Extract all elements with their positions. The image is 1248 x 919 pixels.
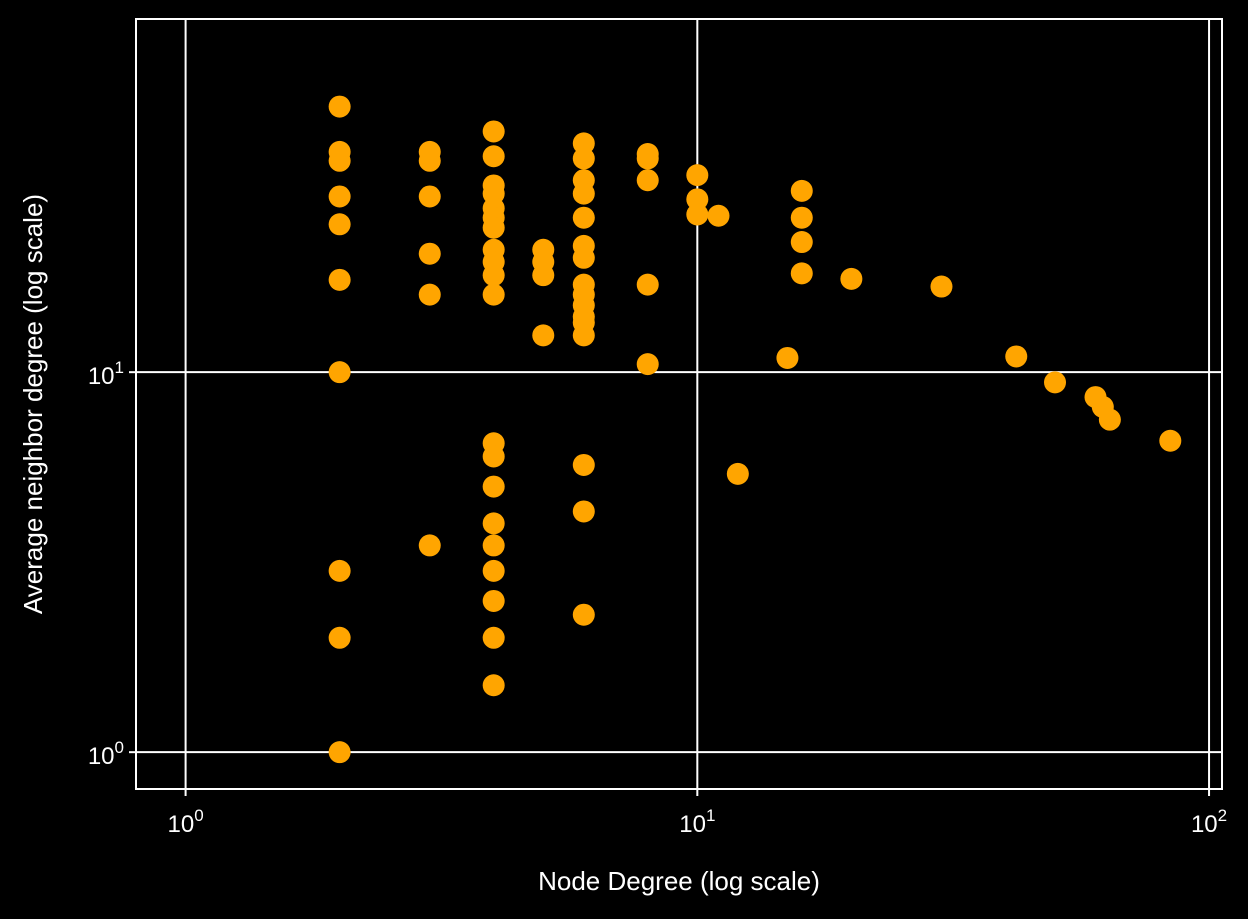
y-axis-label: Average neighbor degree (log scale) [18,194,48,614]
data-point [686,164,709,187]
data-point [328,741,351,764]
data-point [482,559,505,582]
y-tick-label-exponent: 0 [115,738,124,757]
data-point [686,188,709,211]
y-tick-label-base: 10 [88,743,115,770]
data-point [572,182,595,205]
data-point [1044,371,1067,394]
data-point [482,589,505,612]
y-tick-label: 100 [88,738,124,770]
data-point [482,120,505,143]
y-tick-label: 101 [88,358,124,390]
x-tick-label-base: 10 [1191,811,1218,838]
data-point [1005,345,1028,368]
data-point [482,445,505,468]
data-point [726,462,749,485]
data-point [930,275,953,298]
data-point [572,324,595,347]
plot-frame [135,18,1223,790]
data-point [328,361,351,384]
data-point [707,204,730,227]
data-point [418,185,441,208]
data-point [790,231,813,254]
data-point [840,267,863,290]
data-point [532,324,555,347]
data-point [482,626,505,649]
data-point [328,149,351,172]
data-point [418,242,441,265]
data-point [636,273,659,296]
data-point [418,283,441,306]
data-point [636,353,659,376]
data-point [776,346,799,369]
y-tick-label-exponent: 1 [115,358,124,377]
data-point [1098,408,1121,431]
data-point [532,264,555,287]
data-point [328,559,351,582]
data-point [572,132,595,155]
x-tick-label: 100 [168,806,204,838]
data-point [328,626,351,649]
x-tick-label-exponent: 2 [1218,806,1227,825]
x-tick-label: 101 [679,806,715,838]
x-tick-label-base: 10 [679,811,706,838]
data-point [790,179,813,202]
data-point [482,534,505,557]
data-point [572,500,595,523]
data-point [572,246,595,269]
x-tick-label-base: 10 [168,811,195,838]
data-point [482,264,505,287]
data-point [572,453,595,476]
data-point [482,475,505,498]
data-point [572,206,595,229]
grid-lines [136,19,1222,789]
data-point [328,213,351,236]
data-point [1159,429,1182,452]
data-point [328,268,351,291]
data-point [572,603,595,626]
x-tick-label-exponent: 0 [194,806,203,825]
data-point [572,147,595,170]
x-axis-label: Node Degree (log scale) [538,866,820,896]
data-points [328,95,1182,764]
x-tick-label: 102 [1191,806,1227,838]
data-point [418,149,441,172]
data-point [636,147,659,170]
data-point [482,674,505,697]
data-point [482,283,505,306]
data-point [328,95,351,118]
x-tick-label-exponent: 1 [706,806,715,825]
data-point [636,169,659,192]
y-tick-label-base: 10 [88,363,115,390]
data-point [686,203,709,226]
data-point [482,216,505,239]
data-point [790,206,813,229]
data-point [790,262,813,285]
data-point [482,145,505,168]
data-point [418,534,441,557]
data-point [328,185,351,208]
data-point [482,512,505,535]
